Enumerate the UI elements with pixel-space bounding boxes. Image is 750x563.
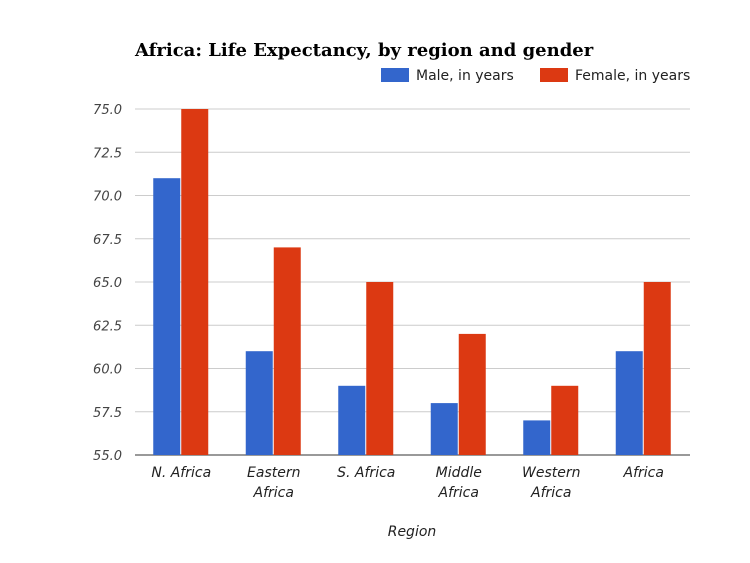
x-tick-label: Africa xyxy=(530,485,571,501)
legend: Male, in years Female, in years xyxy=(381,68,690,84)
legend-swatch xyxy=(381,68,409,82)
y-tick-labels: 55.0 57.5 60.0 62.5 65.0 67.5 70.0 72.5 75.0 xyxy=(93,103,122,464)
legend-label: Female, in years xyxy=(575,68,690,84)
y-tick-label: 72.5 xyxy=(93,146,122,161)
x-tick-label: Eastern xyxy=(247,465,300,481)
bars xyxy=(153,109,671,455)
bar-female xyxy=(643,282,671,455)
bar-female xyxy=(551,385,579,455)
y-tick-label: 57.5 xyxy=(93,406,122,421)
x-tick-label: Western xyxy=(522,465,580,481)
gridlines xyxy=(135,108,690,456)
bar-female xyxy=(181,109,209,455)
x-tick-label: Africa xyxy=(438,485,479,501)
y-tick-label: 67.5 xyxy=(93,233,122,248)
bar-male xyxy=(430,403,458,455)
y-tick-label: 55.0 xyxy=(93,449,122,464)
y-tick-label: 65.0 xyxy=(93,276,122,291)
bar-female xyxy=(458,333,486,455)
x-tick-label: Africa xyxy=(623,465,664,481)
bar-female xyxy=(366,282,394,455)
x-tick-label: S. Africa xyxy=(337,465,395,481)
bar-male xyxy=(338,385,366,455)
y-tick-label: 60.0 xyxy=(93,363,122,378)
bar-male xyxy=(245,351,273,455)
x-tick-label: Africa xyxy=(253,485,294,501)
legend-swatch xyxy=(540,68,568,82)
x-tick-labels: N. Africa Eastern Africa S. Africa Middle Afr… xyxy=(151,465,664,501)
x-tick-label: Middle xyxy=(436,465,482,481)
chart-title: Africa: Life Expectancy, by region and g… xyxy=(134,40,594,61)
x-axis-label: Region xyxy=(388,524,437,540)
y-tick-label: 62.5 xyxy=(93,319,122,334)
bar-male xyxy=(523,420,551,455)
y-tick-label: 70.0 xyxy=(93,190,122,205)
legend-label: Male, in years xyxy=(416,68,514,84)
bar-male xyxy=(615,351,643,455)
x-tick-label: N. Africa xyxy=(151,465,211,481)
bar-female xyxy=(273,247,301,455)
bar-male xyxy=(153,178,181,455)
y-tick-label: 75.0 xyxy=(93,103,122,118)
